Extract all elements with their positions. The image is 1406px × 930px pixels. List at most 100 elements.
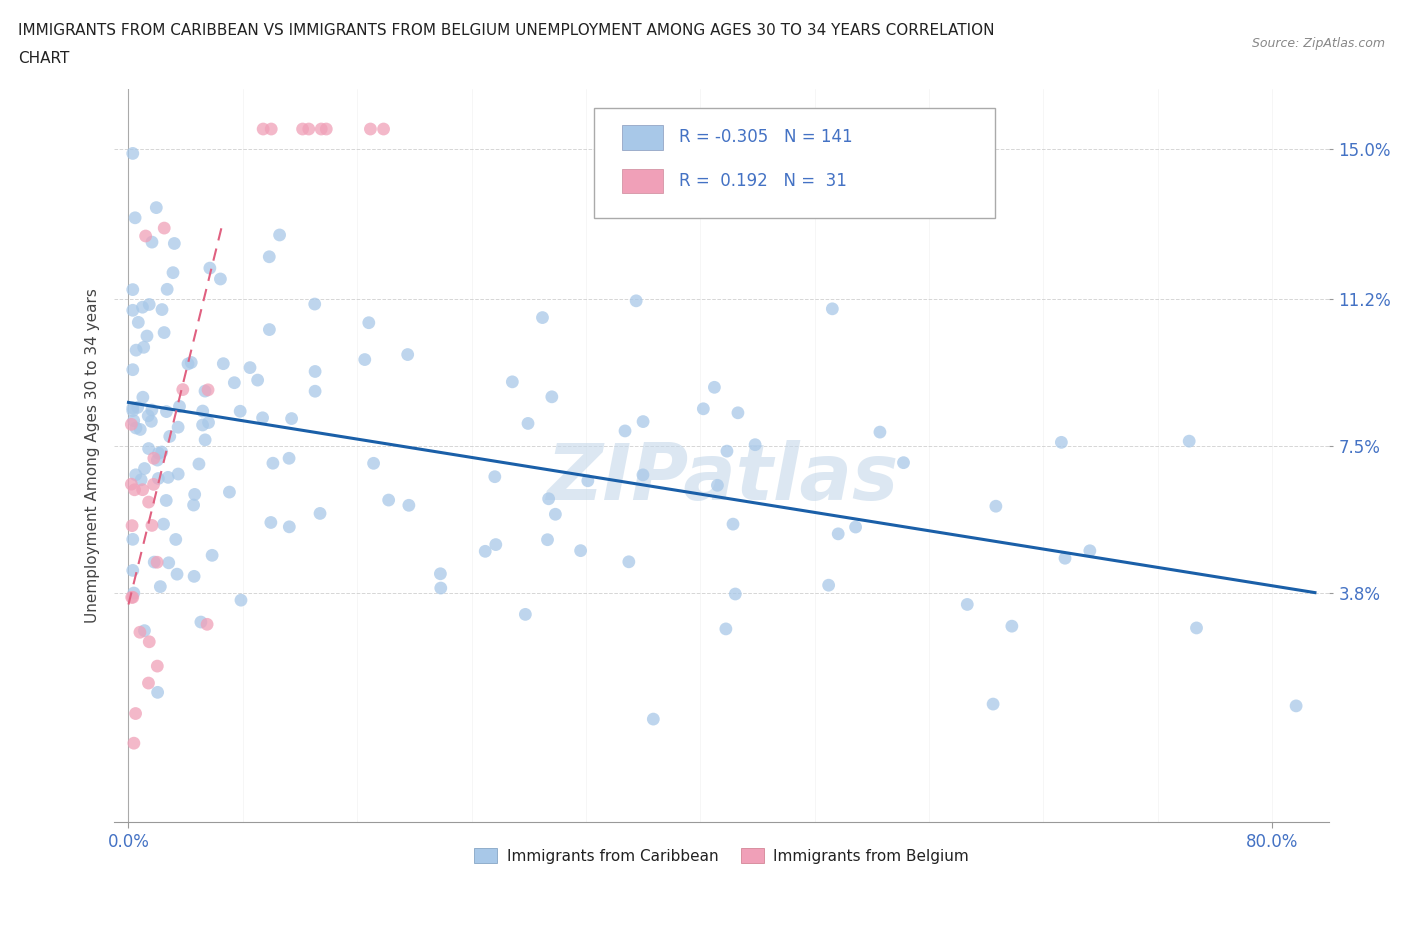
Point: [138, 634, 160, 649]
Point: [309, 122, 332, 137]
Point: [138, 495, 160, 510]
Point: [145, 200, 167, 215]
Point: [714, 621, 737, 636]
Point: [984, 498, 1007, 513]
Point: [146, 658, 169, 673]
Point: [260, 515, 283, 530]
Point: [165, 532, 187, 547]
Point: [138, 297, 160, 312]
Point: [229, 592, 252, 607]
Point: [304, 364, 326, 379]
Point: [125, 420, 148, 435]
Point: [150, 445, 173, 459]
Point: [197, 415, 219, 430]
Point: [209, 272, 232, 286]
Point: [121, 401, 143, 416]
Point: [125, 343, 148, 358]
Point: [157, 470, 180, 485]
Point: [531, 310, 554, 325]
Point: [138, 441, 160, 456]
Point: [536, 532, 558, 547]
Point: [122, 736, 145, 751]
Text: ZIPatlas: ZIPatlas: [546, 440, 898, 516]
Point: [252, 410, 274, 425]
Point: [121, 363, 143, 378]
Point: [703, 379, 725, 394]
Point: [721, 517, 744, 532]
Point: [956, 597, 979, 612]
Point: [121, 563, 143, 578]
Point: [136, 408, 159, 423]
Point: [981, 697, 1004, 711]
Point: [141, 403, 163, 418]
Bar: [621, 125, 664, 150]
Point: [138, 675, 160, 690]
Point: [177, 356, 200, 371]
Point: [278, 451, 301, 466]
Point: [643, 711, 665, 726]
Point: [744, 437, 766, 452]
Point: [315, 122, 337, 137]
Point: [1185, 620, 1208, 635]
Y-axis label: Unemployment Among Ages 30 to 34 years: Unemployment Among Ages 30 to 34 years: [86, 288, 100, 623]
Point: [141, 518, 163, 533]
Point: [212, 356, 235, 371]
Point: [124, 483, 146, 498]
Point: [132, 339, 155, 354]
Point: [183, 569, 205, 584]
Point: [190, 615, 212, 630]
Point: [136, 328, 159, 343]
Point: [163, 236, 186, 251]
Point: [120, 417, 142, 432]
Point: [269, 228, 291, 243]
Point: [359, 122, 381, 137]
Point: [1078, 543, 1101, 558]
Point: [259, 322, 281, 337]
Point: [134, 461, 156, 476]
Text: IMMIGRANTS FROM CARIBBEAN VS IMMIGRANTS FROM BELGIUM UNEMPLOYMENT AMONG AGES 30 : IMMIGRANTS FROM CARIBBEAN VS IMMIGRANTS …: [18, 23, 995, 38]
Point: [167, 419, 190, 434]
Point: [309, 506, 332, 521]
Point: [373, 122, 395, 137]
Point: [146, 684, 169, 699]
Point: [183, 498, 205, 512]
Point: [131, 299, 153, 314]
Point: [246, 373, 269, 388]
Text: R =  0.192   N =  31: R = 0.192 N = 31: [679, 172, 846, 190]
Point: [183, 487, 205, 502]
Point: [152, 517, 174, 532]
Point: [569, 543, 592, 558]
Text: Source: ZipAtlas.com: Source: ZipAtlas.com: [1251, 37, 1385, 50]
Point: [429, 580, 451, 595]
Point: [692, 402, 714, 417]
Point: [169, 399, 191, 414]
Point: [172, 382, 194, 397]
Point: [617, 554, 640, 569]
Point: [148, 471, 170, 485]
Point: [121, 146, 143, 161]
Point: [262, 456, 284, 471]
Point: [291, 122, 314, 137]
Point: [304, 297, 326, 312]
Point: [159, 429, 181, 444]
Legend: Immigrants from Caribbean, Immigrants from Belgium: Immigrants from Caribbean, Immigrants fr…: [468, 842, 974, 870]
Point: [485, 538, 508, 552]
Point: [1285, 698, 1308, 713]
Point: [544, 507, 567, 522]
Point: [142, 477, 165, 492]
Point: [153, 220, 176, 235]
Point: [845, 520, 868, 535]
Point: [149, 579, 172, 594]
Point: [363, 456, 385, 471]
Point: [224, 376, 246, 391]
Point: [121, 590, 143, 604]
Point: [120, 477, 142, 492]
Point: [631, 468, 654, 483]
Point: [706, 478, 728, 493]
Point: [121, 404, 143, 418]
Point: [1050, 435, 1073, 450]
FancyBboxPatch shape: [595, 108, 995, 218]
Point: [260, 122, 283, 137]
Point: [869, 425, 891, 440]
Point: [501, 375, 523, 390]
